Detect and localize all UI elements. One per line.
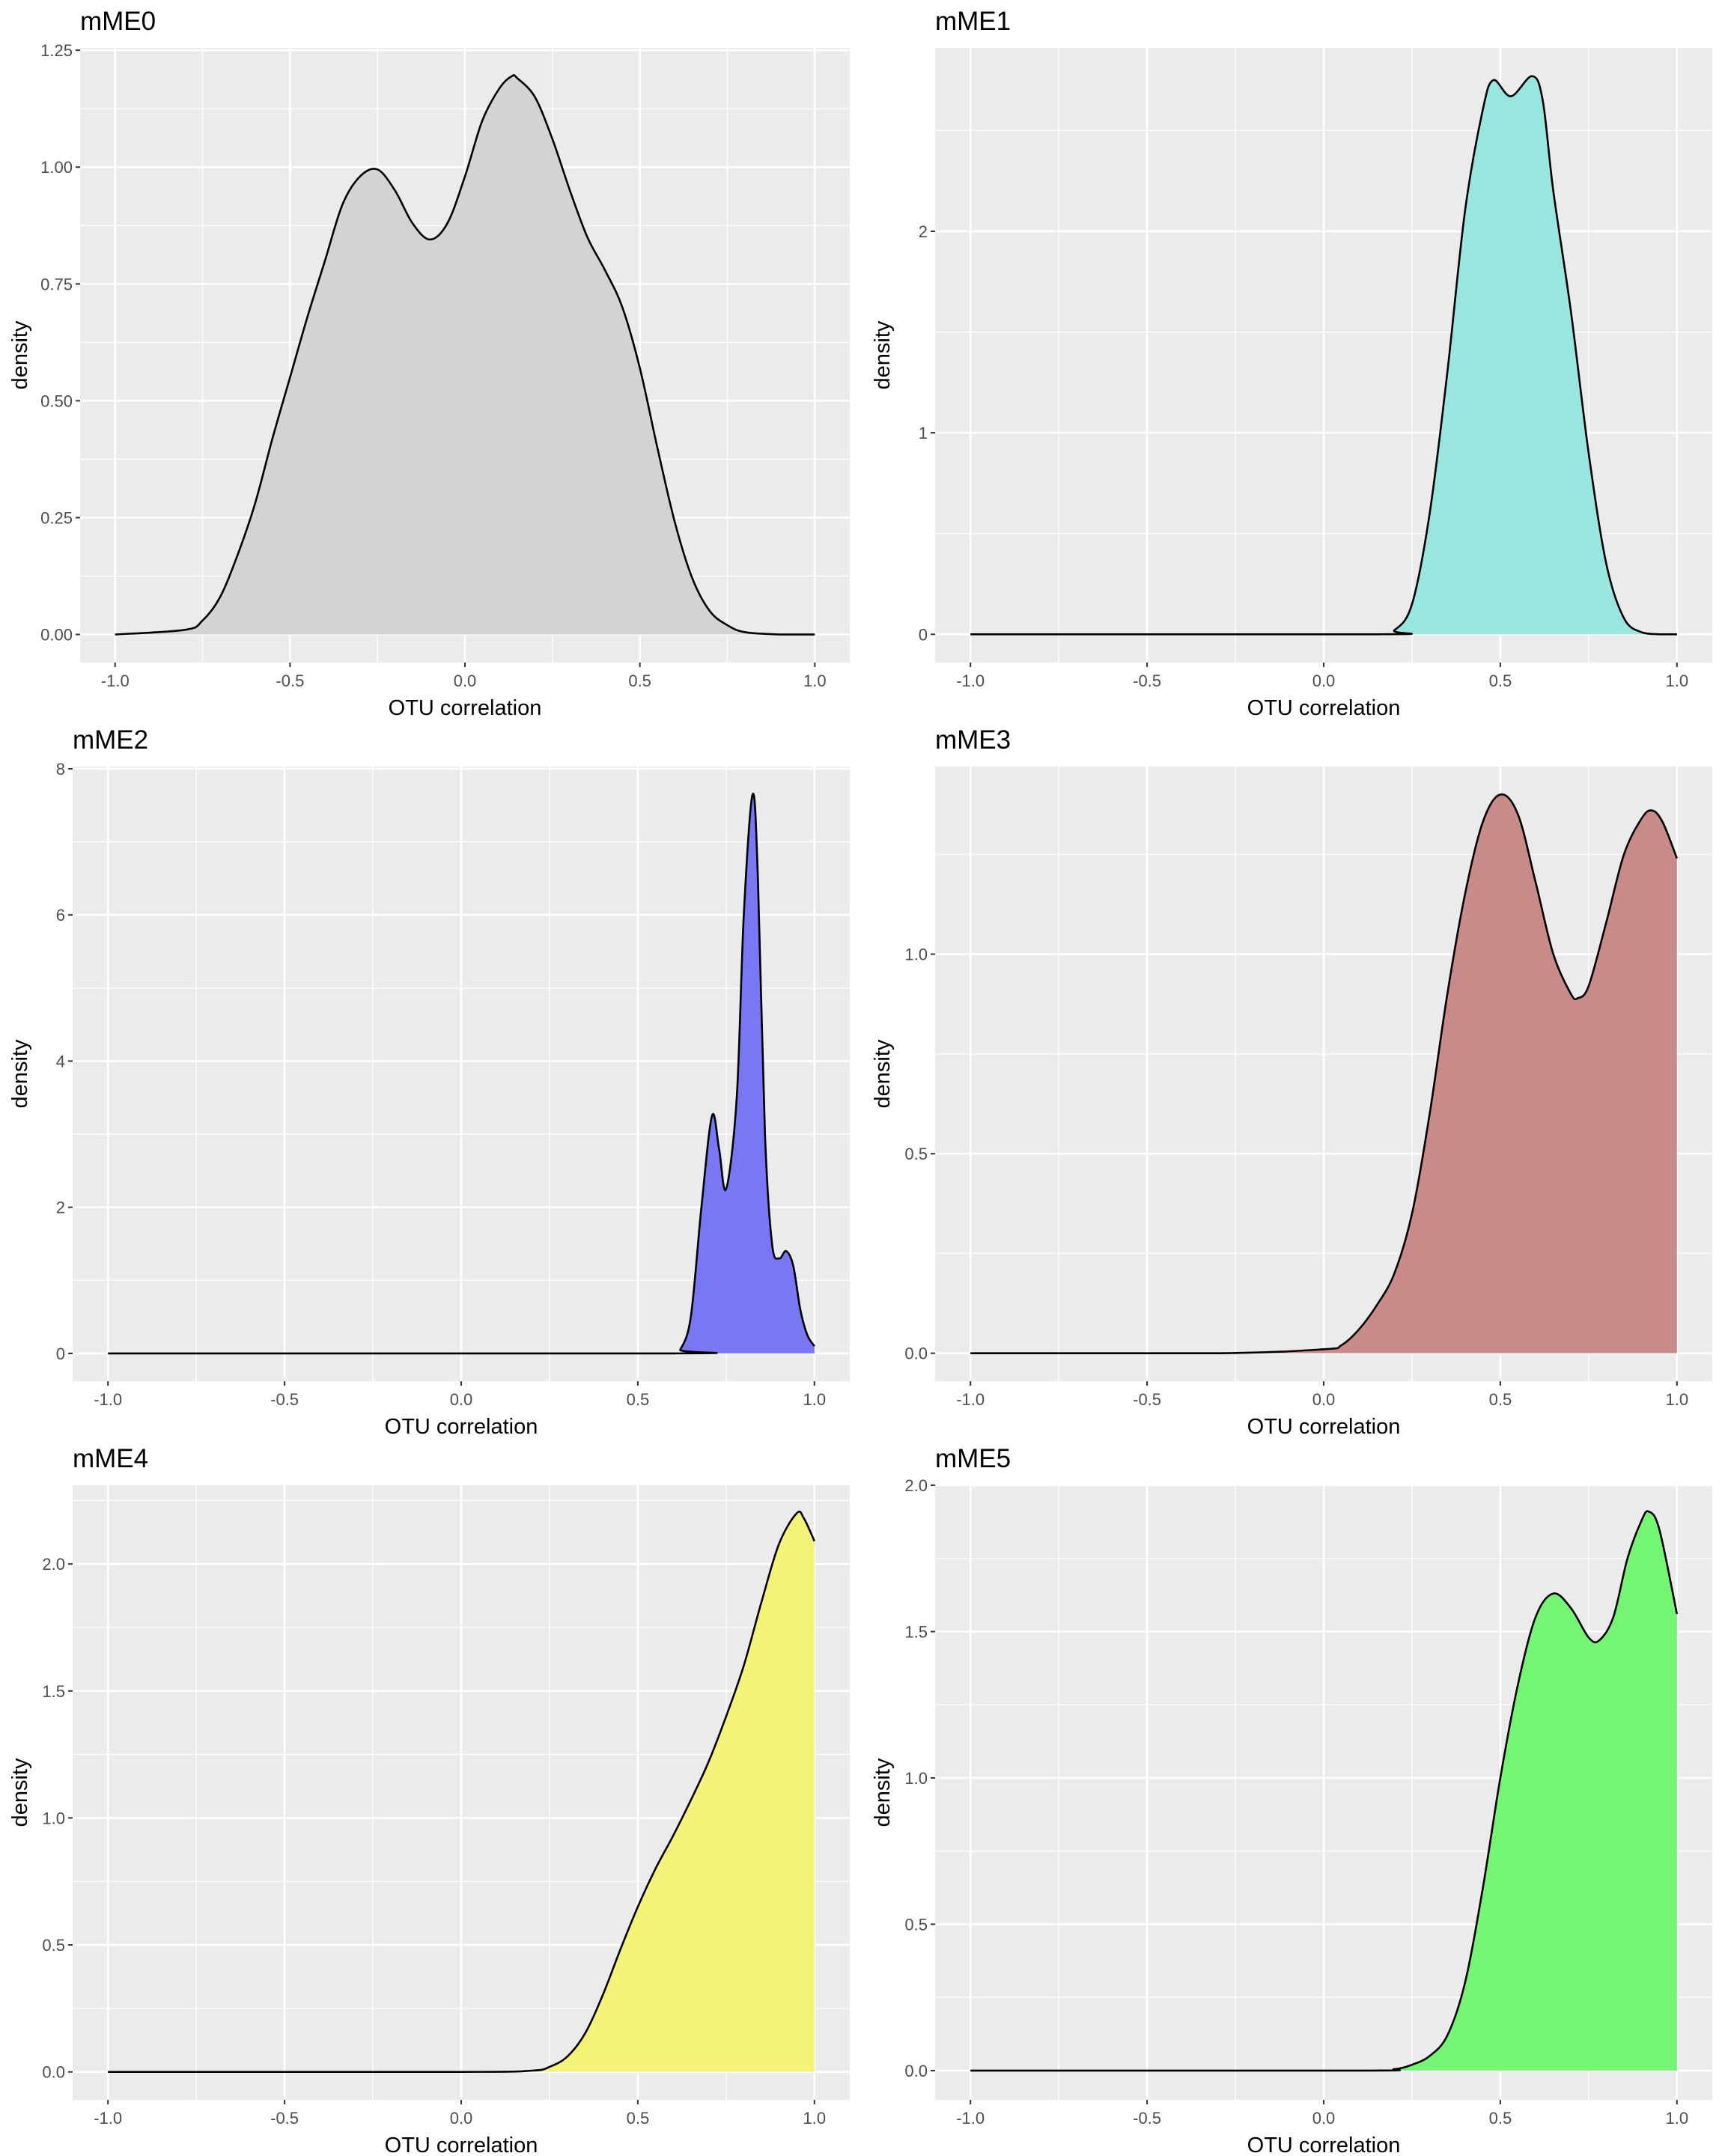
x-axis-title: OTU correlation: [385, 1415, 538, 1439]
x-tick-label: 0.0: [1312, 2109, 1336, 2128]
density-line: [108, 1510, 816, 2073]
x-tick-label: 0.0: [450, 1390, 473, 1409]
y-tick-label: 0.50: [40, 392, 73, 410]
panel-title: mME3: [935, 725, 1011, 755]
y-axis-title: density: [871, 1039, 895, 1108]
density-line: [970, 75, 1677, 636]
x-axis-title: OTU correlation: [1247, 696, 1401, 720]
panel-mME3: -1.0 -0.5 0.0 0.5 1.0 0.0 0.5 1.0 mME3 OTU correl…: [871, 725, 1712, 1439]
x-axis-title: OTU correlation: [1247, 1415, 1401, 1439]
x-tick-label: 1.0: [1666, 672, 1689, 690]
density-area: [108, 794, 815, 1353]
y-tick-label: 1.00: [40, 158, 73, 177]
x-tick-label: 0.0: [454, 672, 477, 690]
x-tick-label: 0.0: [1312, 1390, 1336, 1409]
panel-mME2: -1.0 -0.5 0.0 0.5 1.0 0 2 4 6 8 mME2 OTU correlatio…: [8, 725, 850, 1439]
panel-title: mME5: [935, 1444, 1011, 1473]
x-tick-label: 0.5: [1489, 1390, 1512, 1409]
y-tick-label: 4: [56, 1052, 65, 1071]
x-tick-label: 1.0: [803, 672, 827, 690]
y-tick-label: 0: [56, 1345, 65, 1363]
x-tick-label: 0.5: [628, 672, 651, 690]
x-tick-label: 1.0: [1666, 1390, 1689, 1409]
y-tick-label: 0.5: [42, 1936, 65, 1955]
y-tick-label: 8: [56, 760, 65, 779]
y-tick-label: 0.0: [904, 2062, 928, 2080]
y-tick-label: 0.5: [904, 1915, 928, 1934]
x-tick-label: 0.5: [627, 2109, 650, 2128]
x-tick-label: 0.5: [627, 1390, 650, 1409]
x-tick-label: -1.0: [956, 1390, 985, 1409]
y-axis-title: density: [871, 1758, 895, 1827]
density-area: [108, 1511, 815, 2072]
x-tick-label: -1.0: [94, 1390, 122, 1409]
y-tick-label: 2.0: [42, 1555, 65, 1574]
y-axis-title: density: [8, 320, 32, 389]
x-tick-label: -0.5: [270, 2109, 299, 2128]
panel-title: mME1: [935, 7, 1011, 36]
y-tick-label: 0: [919, 625, 928, 644]
density-line: [970, 1510, 1679, 2072]
y-axis-title: density: [871, 320, 895, 389]
x-axis-title: OTU correlation: [385, 2134, 538, 2156]
x-axis-title: OTU correlation: [389, 696, 542, 720]
y-tick-label: 0.0: [42, 2063, 65, 2082]
density-line: [115, 74, 815, 636]
panel-mME0: -1.0 -0.5 0.0 0.5 1.0 0.00 0.25 0.50 0.75 1.00 1.2…: [8, 7, 850, 720]
density-line: [970, 793, 1679, 1354]
x-axis-title: OTU correlation: [1247, 2134, 1401, 2156]
x-tick-label: 1.0: [803, 1390, 827, 1409]
x-tick-label: -1.0: [956, 2109, 985, 2128]
y-tick-label: 0.0: [904, 1345, 928, 1363]
x-tick-label: -1.0: [101, 672, 130, 690]
y-tick-label: 1.0: [904, 945, 928, 964]
y-tick-label: 1.0: [904, 1769, 928, 1788]
x-tick-label: 0.0: [1312, 672, 1336, 690]
x-tick-label: -0.5: [1133, 2109, 1161, 2128]
density-area: [970, 794, 1677, 1353]
x-tick-label: -0.5: [1133, 1390, 1161, 1409]
x-tick-label: 0.0: [450, 2109, 473, 2128]
y-tick-label: 2.0: [904, 1476, 928, 1495]
y-axis-title: density: [8, 1039, 32, 1108]
y-tick-label: 1.25: [40, 41, 73, 60]
y-tick-label: 2: [919, 222, 928, 241]
x-tick-label: -1.0: [94, 2109, 122, 2128]
density-area: [970, 76, 1677, 635]
y-tick-label: 1.5: [904, 1622, 928, 1641]
panel-title: mME0: [80, 7, 156, 36]
x-tick-label: -0.5: [276, 672, 304, 690]
x-tick-label: -1.0: [956, 672, 985, 690]
panel-title: mME2: [73, 725, 148, 755]
panel-mME5: -1.0 -0.5 0.0 0.5 1.0 0.0 0.5 1.0 1.5 2.0 mME5 OTU …: [871, 1444, 1712, 2156]
y-tick-label: 2: [56, 1199, 65, 1217]
x-tick-label: -0.5: [270, 1390, 299, 1409]
y-tick-label: 0.5: [904, 1145, 928, 1163]
panel-mME1: -1.0 -0.5 0.0 0.5 1.0 0 1 2 mME1 OTU correlation d…: [871, 7, 1712, 720]
y-tick-label: 0.75: [40, 275, 73, 293]
y-tick-label: 0.25: [40, 508, 73, 527]
panel-title: mME4: [73, 1444, 148, 1473]
x-tick-label: 0.5: [1489, 672, 1512, 690]
x-tick-label: 1.0: [1666, 2109, 1689, 2128]
density-area: [970, 1511, 1677, 2071]
panel-mME4: -1.0 -0.5 0.0 0.5 1.0 0.0 0.5 1.0 1.5 2.0 mME4 OTU …: [8, 1444, 850, 2156]
y-tick-label: 1: [919, 424, 928, 442]
y-axis-title: density: [8, 1758, 32, 1827]
y-tick-label: 0.00: [40, 626, 73, 645]
density-line: [108, 792, 815, 1355]
x-tick-label: 0.5: [1489, 2109, 1512, 2128]
y-tick-label: 6: [56, 906, 65, 925]
y-tick-label: 1.5: [42, 1682, 65, 1701]
y-tick-label: 1.0: [42, 1809, 65, 1827]
x-tick-label: -0.5: [1133, 672, 1161, 690]
density-area: [115, 75, 815, 635]
x-tick-label: 1.0: [803, 2109, 827, 2128]
